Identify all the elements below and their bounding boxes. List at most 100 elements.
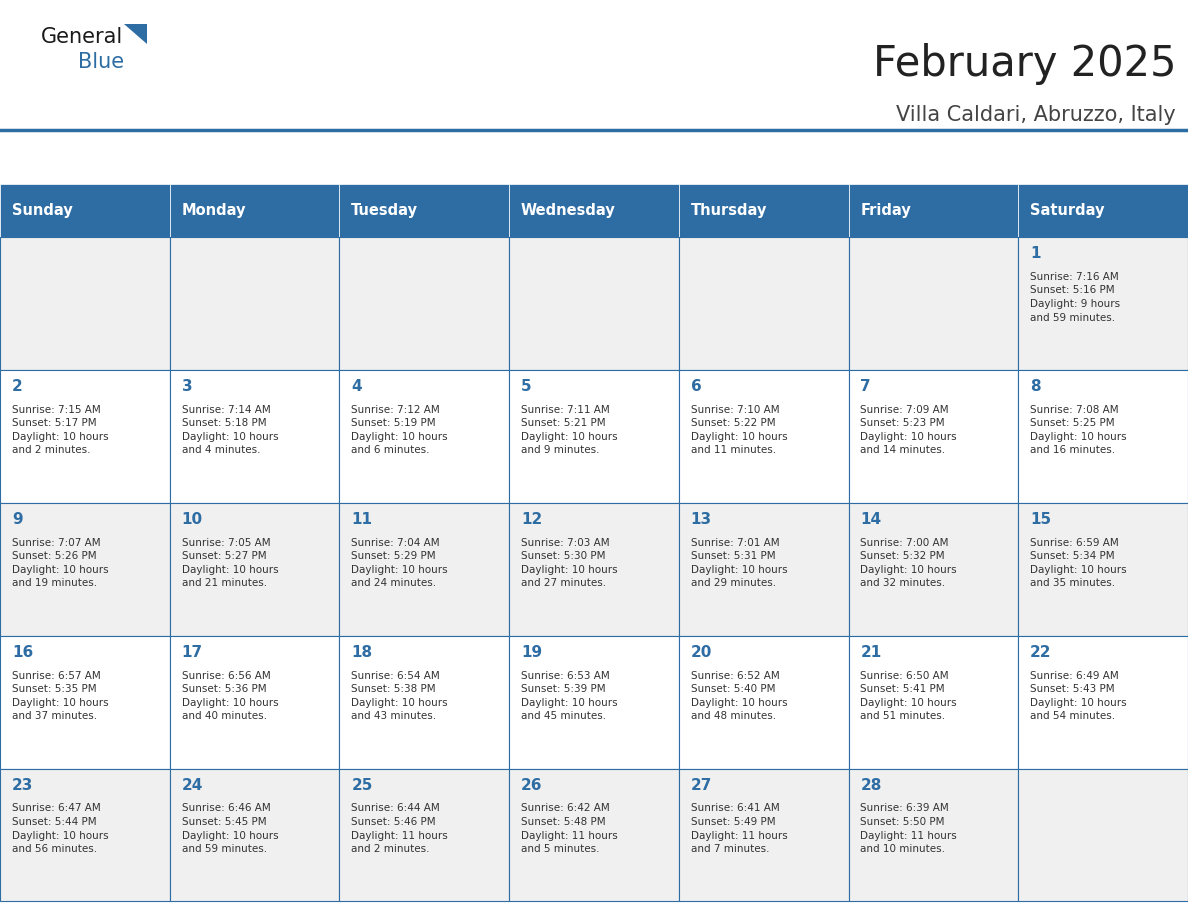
Bar: [1018, 370, 1188, 503]
Bar: [678, 237, 848, 370]
Text: Sunrise: 7:05 AM
Sunset: 5:27 PM
Daylight: 10 hours
and 21 minutes.: Sunrise: 7:05 AM Sunset: 5:27 PM Dayligh…: [182, 538, 278, 588]
Text: Friday: Friday: [860, 203, 911, 218]
Bar: [1018, 768, 1188, 901]
Text: 15: 15: [1030, 512, 1051, 527]
Bar: [678, 503, 848, 635]
Text: 25: 25: [352, 778, 373, 793]
Bar: [510, 370, 678, 503]
Bar: [678, 768, 848, 901]
Text: Sunday: Sunday: [12, 203, 72, 218]
Bar: [848, 503, 1018, 635]
Bar: [678, 184, 848, 237]
Bar: [340, 503, 510, 635]
Bar: [170, 768, 340, 901]
Text: Sunrise: 6:49 AM
Sunset: 5:43 PM
Daylight: 10 hours
and 54 minutes.: Sunrise: 6:49 AM Sunset: 5:43 PM Dayligh…: [1030, 670, 1126, 722]
Bar: [0, 237, 170, 370]
Bar: [510, 503, 678, 635]
Polygon shape: [124, 24, 147, 44]
Text: Sunrise: 6:59 AM
Sunset: 5:34 PM
Daylight: 10 hours
and 35 minutes.: Sunrise: 6:59 AM Sunset: 5:34 PM Dayligh…: [1030, 538, 1126, 588]
Text: Sunrise: 6:41 AM
Sunset: 5:49 PM
Daylight: 11 hours
and 7 minutes.: Sunrise: 6:41 AM Sunset: 5:49 PM Dayligh…: [690, 803, 788, 855]
Text: 9: 9: [12, 512, 23, 527]
Bar: [340, 370, 510, 503]
Bar: [848, 184, 1018, 237]
Text: 7: 7: [860, 379, 871, 394]
Text: Sunrise: 6:46 AM
Sunset: 5:45 PM
Daylight: 10 hours
and 59 minutes.: Sunrise: 6:46 AM Sunset: 5:45 PM Dayligh…: [182, 803, 278, 855]
Bar: [848, 370, 1018, 503]
Bar: [170, 370, 340, 503]
Text: Sunrise: 7:03 AM
Sunset: 5:30 PM
Daylight: 10 hours
and 27 minutes.: Sunrise: 7:03 AM Sunset: 5:30 PM Dayligh…: [522, 538, 618, 588]
Text: 16: 16: [12, 644, 33, 660]
Text: 28: 28: [860, 778, 881, 793]
Text: General: General: [40, 27, 122, 47]
Text: Sunrise: 6:52 AM
Sunset: 5:40 PM
Daylight: 10 hours
and 48 minutes.: Sunrise: 6:52 AM Sunset: 5:40 PM Dayligh…: [690, 670, 788, 722]
Text: Sunrise: 6:47 AM
Sunset: 5:44 PM
Daylight: 10 hours
and 56 minutes.: Sunrise: 6:47 AM Sunset: 5:44 PM Dayligh…: [12, 803, 108, 855]
Text: Sunrise: 7:07 AM
Sunset: 5:26 PM
Daylight: 10 hours
and 19 minutes.: Sunrise: 7:07 AM Sunset: 5:26 PM Dayligh…: [12, 538, 108, 588]
Text: 13: 13: [690, 512, 712, 527]
Bar: [510, 237, 678, 370]
Text: 23: 23: [12, 778, 33, 793]
Bar: [0, 503, 170, 635]
Bar: [340, 184, 510, 237]
Text: 2: 2: [12, 379, 23, 394]
Bar: [678, 635, 848, 768]
Text: 20: 20: [690, 644, 712, 660]
Text: Wednesday: Wednesday: [522, 203, 615, 218]
Text: 14: 14: [860, 512, 881, 527]
Bar: [1018, 503, 1188, 635]
Bar: [510, 768, 678, 901]
Bar: [0, 184, 170, 237]
Text: Sunrise: 7:01 AM
Sunset: 5:31 PM
Daylight: 10 hours
and 29 minutes.: Sunrise: 7:01 AM Sunset: 5:31 PM Dayligh…: [690, 538, 788, 588]
Text: 27: 27: [690, 778, 712, 793]
Bar: [170, 503, 340, 635]
Bar: [848, 237, 1018, 370]
Text: Sunrise: 6:57 AM
Sunset: 5:35 PM
Daylight: 10 hours
and 37 minutes.: Sunrise: 6:57 AM Sunset: 5:35 PM Dayligh…: [12, 670, 108, 722]
Text: Sunrise: 7:09 AM
Sunset: 5:23 PM
Daylight: 10 hours
and 14 minutes.: Sunrise: 7:09 AM Sunset: 5:23 PM Dayligh…: [860, 405, 958, 455]
Text: 22: 22: [1030, 644, 1051, 660]
Text: 19: 19: [522, 644, 542, 660]
Bar: [0, 635, 170, 768]
Bar: [170, 635, 340, 768]
Text: Sunrise: 7:08 AM
Sunset: 5:25 PM
Daylight: 10 hours
and 16 minutes.: Sunrise: 7:08 AM Sunset: 5:25 PM Dayligh…: [1030, 405, 1126, 455]
Bar: [1018, 635, 1188, 768]
Text: Sunrise: 6:44 AM
Sunset: 5:46 PM
Daylight: 11 hours
and 2 minutes.: Sunrise: 6:44 AM Sunset: 5:46 PM Dayligh…: [352, 803, 448, 855]
Bar: [848, 768, 1018, 901]
Text: 12: 12: [522, 512, 542, 527]
Text: 26: 26: [522, 778, 543, 793]
Text: 6: 6: [690, 379, 701, 394]
Text: Sunrise: 7:15 AM
Sunset: 5:17 PM
Daylight: 10 hours
and 2 minutes.: Sunrise: 7:15 AM Sunset: 5:17 PM Dayligh…: [12, 405, 108, 455]
Text: Thursday: Thursday: [690, 203, 767, 218]
Text: 3: 3: [182, 379, 192, 394]
Text: February 2025: February 2025: [873, 43, 1176, 85]
Text: Sunrise: 6:53 AM
Sunset: 5:39 PM
Daylight: 10 hours
and 45 minutes.: Sunrise: 6:53 AM Sunset: 5:39 PM Dayligh…: [522, 670, 618, 722]
Bar: [848, 635, 1018, 768]
Text: Sunrise: 6:54 AM
Sunset: 5:38 PM
Daylight: 10 hours
and 43 minutes.: Sunrise: 6:54 AM Sunset: 5:38 PM Dayligh…: [352, 670, 448, 722]
Text: Sunrise: 7:12 AM
Sunset: 5:19 PM
Daylight: 10 hours
and 6 minutes.: Sunrise: 7:12 AM Sunset: 5:19 PM Dayligh…: [352, 405, 448, 455]
Text: Villa Caldari, Abruzzo, Italy: Villa Caldari, Abruzzo, Italy: [897, 105, 1176, 125]
Text: 11: 11: [352, 512, 372, 527]
Bar: [510, 184, 678, 237]
Bar: [340, 237, 510, 370]
Text: 24: 24: [182, 778, 203, 793]
Text: Saturday: Saturday: [1030, 203, 1105, 218]
Text: Sunrise: 6:42 AM
Sunset: 5:48 PM
Daylight: 11 hours
and 5 minutes.: Sunrise: 6:42 AM Sunset: 5:48 PM Dayligh…: [522, 803, 618, 855]
Text: 8: 8: [1030, 379, 1041, 394]
Text: 18: 18: [352, 644, 372, 660]
Text: Sunrise: 6:56 AM
Sunset: 5:36 PM
Daylight: 10 hours
and 40 minutes.: Sunrise: 6:56 AM Sunset: 5:36 PM Dayligh…: [182, 670, 278, 722]
Text: Sunrise: 7:10 AM
Sunset: 5:22 PM
Daylight: 10 hours
and 11 minutes.: Sunrise: 7:10 AM Sunset: 5:22 PM Dayligh…: [690, 405, 788, 455]
Bar: [340, 768, 510, 901]
Text: Sunrise: 6:50 AM
Sunset: 5:41 PM
Daylight: 10 hours
and 51 minutes.: Sunrise: 6:50 AM Sunset: 5:41 PM Dayligh…: [860, 670, 958, 722]
Text: 10: 10: [182, 512, 203, 527]
Bar: [1018, 237, 1188, 370]
Bar: [340, 635, 510, 768]
Bar: [0, 370, 170, 503]
Text: Sunrise: 7:11 AM
Sunset: 5:21 PM
Daylight: 10 hours
and 9 minutes.: Sunrise: 7:11 AM Sunset: 5:21 PM Dayligh…: [522, 405, 618, 455]
Text: Monday: Monday: [182, 203, 246, 218]
Bar: [170, 237, 340, 370]
Text: 21: 21: [860, 644, 881, 660]
Bar: [1018, 184, 1188, 237]
Text: 1: 1: [1030, 246, 1041, 261]
Text: Blue: Blue: [78, 52, 125, 73]
Bar: [0, 768, 170, 901]
Text: 5: 5: [522, 379, 532, 394]
Text: 17: 17: [182, 644, 203, 660]
